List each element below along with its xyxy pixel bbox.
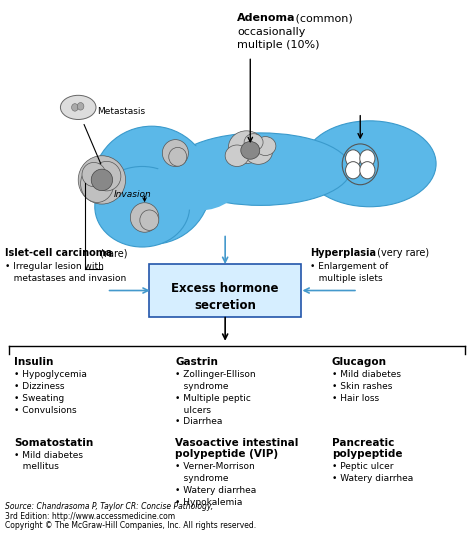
Ellipse shape bbox=[140, 210, 159, 230]
Text: • Irregular lesion with: • Irregular lesion with bbox=[5, 262, 104, 271]
Text: occasionally: occasionally bbox=[237, 27, 305, 37]
Text: • Watery diarrhea: • Watery diarrhea bbox=[175, 486, 256, 495]
Text: Copyright © The McGraw-Hill Companies, Inc. All rights reserved.: Copyright © The McGraw-Hill Companies, I… bbox=[5, 521, 256, 531]
Ellipse shape bbox=[78, 156, 126, 204]
Text: Hyperplasia: Hyperplasia bbox=[310, 248, 376, 258]
Text: (common): (common) bbox=[292, 13, 352, 24]
Text: Vasoactive intestinal: Vasoactive intestinal bbox=[175, 438, 299, 448]
Text: (rare): (rare) bbox=[97, 248, 128, 258]
Circle shape bbox=[346, 162, 361, 179]
Circle shape bbox=[360, 150, 375, 167]
Ellipse shape bbox=[92, 161, 121, 191]
Text: Glucagon: Glucagon bbox=[332, 357, 387, 367]
Text: • Hypokalemia: • Hypokalemia bbox=[175, 498, 243, 507]
Text: Islet-cell carcinoma: Islet-cell carcinoma bbox=[5, 248, 112, 258]
Text: multiple islets: multiple islets bbox=[310, 274, 383, 283]
Text: multiple (10%): multiple (10%) bbox=[237, 40, 319, 50]
Text: • Watery diarrhea: • Watery diarrhea bbox=[332, 474, 413, 483]
Text: • Multiple peptic: • Multiple peptic bbox=[175, 394, 251, 403]
Text: • Sweating: • Sweating bbox=[14, 394, 64, 403]
Text: • Enlargement of: • Enlargement of bbox=[310, 262, 389, 271]
Ellipse shape bbox=[255, 136, 276, 156]
Circle shape bbox=[77, 103, 84, 110]
Text: secretion: secretion bbox=[194, 299, 256, 311]
Ellipse shape bbox=[81, 165, 114, 202]
Ellipse shape bbox=[61, 96, 96, 119]
Text: Excess hormone: Excess hormone bbox=[172, 282, 279, 295]
Ellipse shape bbox=[244, 134, 263, 151]
Text: • Mild diabetes: • Mild diabetes bbox=[14, 451, 83, 460]
Ellipse shape bbox=[162, 140, 188, 166]
Text: • Diarrhea: • Diarrhea bbox=[175, 417, 223, 426]
Ellipse shape bbox=[95, 166, 190, 247]
Ellipse shape bbox=[92, 126, 211, 244]
Circle shape bbox=[360, 162, 375, 179]
Text: ulcers: ulcers bbox=[175, 405, 211, 415]
Text: mellitus: mellitus bbox=[14, 462, 59, 471]
Circle shape bbox=[72, 104, 78, 111]
FancyBboxPatch shape bbox=[149, 264, 301, 317]
Text: polypeptide: polypeptide bbox=[332, 449, 402, 460]
Text: • Hypoglycemia: • Hypoglycemia bbox=[14, 370, 87, 379]
Text: syndrome: syndrome bbox=[175, 382, 229, 391]
Text: • Mild diabetes: • Mild diabetes bbox=[332, 370, 401, 379]
Text: (very rare): (very rare) bbox=[374, 248, 429, 258]
Text: Source: Chandrasoma P, Taylor CR: Concise Pathology,: Source: Chandrasoma P, Taylor CR: Concis… bbox=[5, 502, 213, 511]
Text: Adenoma: Adenoma bbox=[237, 13, 295, 24]
Text: Gastrin: Gastrin bbox=[175, 357, 218, 367]
Text: • Skin rashes: • Skin rashes bbox=[332, 382, 392, 391]
Ellipse shape bbox=[156, 146, 242, 211]
Text: polypeptide (VIP): polypeptide (VIP) bbox=[175, 449, 279, 460]
Ellipse shape bbox=[303, 121, 436, 207]
Ellipse shape bbox=[82, 162, 106, 186]
Text: Somatostatin: Somatostatin bbox=[14, 438, 93, 448]
Ellipse shape bbox=[91, 169, 112, 191]
Text: metastases and invasion: metastases and invasion bbox=[5, 274, 126, 283]
Text: syndrome: syndrome bbox=[175, 474, 229, 483]
Text: Pancreatic: Pancreatic bbox=[332, 438, 394, 448]
Text: 3rd Edition: http://www.accessmedicine.com: 3rd Edition: http://www.accessmedicine.c… bbox=[5, 512, 175, 521]
Text: • Convulsions: • Convulsions bbox=[14, 405, 77, 415]
Ellipse shape bbox=[228, 131, 264, 163]
Ellipse shape bbox=[169, 148, 187, 166]
Ellipse shape bbox=[130, 203, 159, 232]
Text: • Peptic ulcer: • Peptic ulcer bbox=[332, 462, 393, 471]
Text: Invasion: Invasion bbox=[114, 191, 152, 199]
Ellipse shape bbox=[244, 139, 273, 164]
Text: • Zollinger-Ellison: • Zollinger-Ellison bbox=[175, 370, 256, 379]
Text: • Verner-Morrison: • Verner-Morrison bbox=[175, 462, 255, 471]
Circle shape bbox=[346, 150, 361, 167]
Text: Insulin: Insulin bbox=[14, 357, 54, 367]
Text: • Hair loss: • Hair loss bbox=[332, 394, 379, 403]
Ellipse shape bbox=[225, 145, 249, 166]
Ellipse shape bbox=[241, 142, 260, 159]
Ellipse shape bbox=[171, 133, 351, 205]
Text: • Dizziness: • Dizziness bbox=[14, 382, 65, 391]
Text: Metastasis: Metastasis bbox=[97, 107, 146, 115]
